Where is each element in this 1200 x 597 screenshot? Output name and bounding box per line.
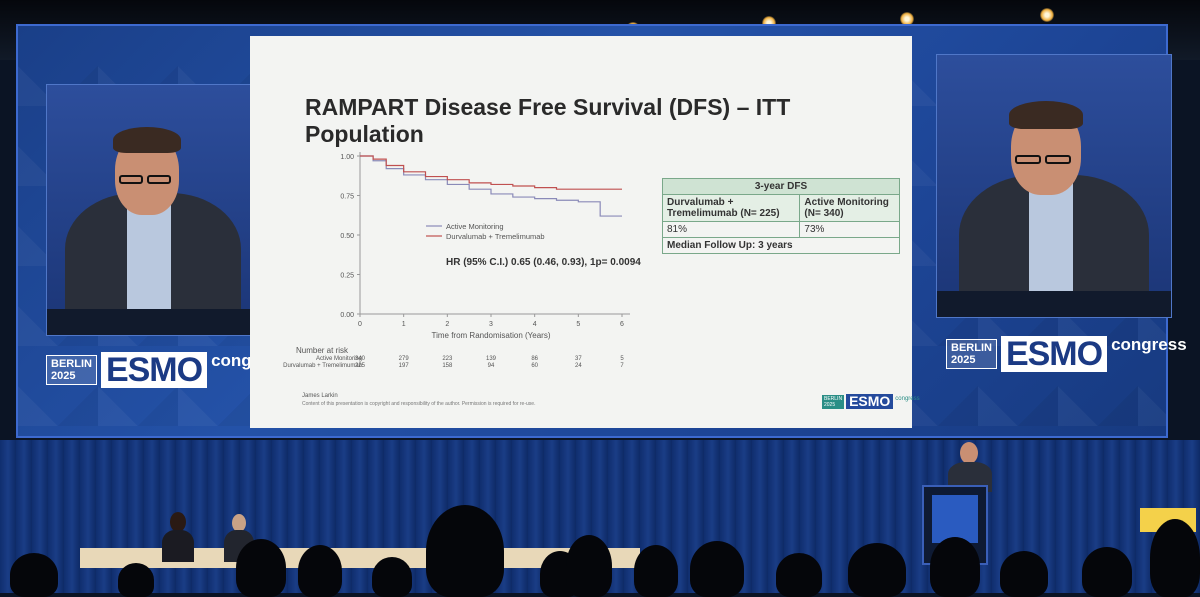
glasses: [1045, 155, 1071, 164]
lectern: [937, 291, 1171, 317]
y-tick-label: 0.00: [340, 312, 354, 319]
risk-table-title: Number at risk: [296, 346, 349, 355]
dfs-col-durvalumab: Durvalumab + Tremelimumab (N= 225): [661, 194, 801, 222]
risk-row-label: Active Monitoring: [315, 356, 362, 362]
risk-value: 279: [398, 356, 409, 362]
logo-city-year: BERLIN 2025: [946, 339, 997, 369]
audience-head: [848, 543, 906, 597]
lectern: [47, 309, 259, 335]
y-tick-label: 0.75: [340, 194, 354, 201]
logo-city-year: BERLIN 2025: [46, 355, 97, 385]
hazard-ratio: HR (95% C.I.) 0.65 (0.46, 0.93), 1p= 0.0…: [446, 257, 641, 268]
risk-value: 139: [485, 356, 496, 362]
y-tick-label: 0.25: [340, 273, 354, 280]
dfs-col-active: Active Monitoring (N= 340): [799, 194, 900, 222]
dfs-val-active: 73%: [799, 221, 900, 238]
dfs-val-durvalumab: 81%: [661, 221, 801, 238]
speaker-hair: [113, 127, 181, 153]
legend-label: Active Monitoring: [446, 222, 504, 231]
logo-brand: ESMO: [100, 352, 208, 388]
glasses: [1015, 155, 1041, 164]
audience-head: [1082, 547, 1132, 597]
risk-value: 24: [574, 363, 582, 369]
author-name: James Larkin: [302, 393, 338, 399]
speaker-camera-left: [46, 84, 260, 336]
audience-head: [372, 557, 412, 597]
glasses: [147, 175, 171, 184]
risk-value: 197: [398, 363, 409, 369]
audience-head: [566, 535, 612, 597]
x-tick-label: 3: [489, 321, 493, 328]
copyright-notice: Content of this presentation is copyrigh…: [302, 401, 536, 407]
speaker-shirt: [127, 203, 171, 311]
podium-screen: [932, 495, 978, 543]
glasses: [119, 175, 143, 184]
risk-value: 86: [531, 356, 538, 362]
audience-head: [298, 545, 342, 597]
slide-logo-suffix: congress: [895, 395, 920, 402]
panelist: [160, 512, 196, 562]
risk-value: 94: [487, 363, 495, 369]
y-tick-label: 1.00: [340, 154, 354, 161]
audience-head: [1000, 551, 1048, 597]
slide-logo-city-year: BERLIN 2025: [822, 394, 845, 409]
x-tick-label: 0: [358, 321, 362, 328]
dfs-table: 3-year DFS Durvalumab + Tremelimumab (N=…: [661, 178, 900, 254]
speaker-camera-right: [936, 54, 1172, 318]
slide-title: RAMPART Disease Free Survival (DFS) – IT…: [305, 94, 791, 147]
audience-head: [236, 539, 286, 597]
audience-head: [930, 537, 980, 597]
risk-value: 223: [442, 356, 453, 362]
x-axis-label: Time from Randomisation (Years): [431, 331, 550, 340]
speaker-shirt: [1029, 183, 1073, 295]
audience-head: [776, 553, 822, 597]
y-tick-label: 0.50: [340, 233, 354, 240]
km-curve-durvalumab: [360, 155, 622, 190]
audience-head: [1150, 519, 1200, 597]
logo-brand: ESMO: [1000, 336, 1108, 372]
x-tick-label: 2: [445, 321, 449, 328]
x-tick-label: 4: [533, 321, 537, 328]
audience-head: [690, 541, 744, 597]
audience-head: [118, 563, 154, 597]
esmo-logo-left: BERLIN 2025 ESMO congress: [46, 351, 287, 388]
x-tick-label: 6: [620, 321, 624, 328]
slide-logo-brand: ESMO: [846, 394, 894, 409]
risk-value: 60: [531, 363, 538, 369]
risk-value: 5: [620, 356, 624, 362]
logo-suffix: congress: [1111, 335, 1187, 354]
risk-value: 7: [620, 363, 624, 369]
audience-head: [634, 545, 678, 597]
legend-label: Durvalumab + Tremelimumab: [446, 232, 545, 241]
km-curve-active-monitoring: [360, 155, 622, 217]
x-tick-label: 1: [402, 321, 406, 328]
dfs-followup: Median Follow Up: 3 years: [662, 237, 900, 254]
slide-esmo-logo: BERLIN 2025 ESMO congress: [822, 394, 920, 409]
stage-light: [900, 12, 914, 26]
risk-value: 158: [442, 363, 453, 369]
dfs-table-header: 3-year DFS: [662, 178, 900, 195]
x-tick-label: 5: [576, 321, 580, 328]
audience: [0, 505, 1200, 597]
risk-value: 340: [354, 356, 365, 362]
risk-row-label: Durvalumab + Tremelimumab: [283, 363, 362, 369]
stage-light: [1040, 8, 1054, 22]
audience-head: [10, 553, 58, 597]
audience-head: [426, 505, 504, 597]
risk-value: 37: [574, 356, 582, 362]
esmo-logo-right: BERLIN 2025 ESMO congress: [946, 335, 1187, 372]
km-chart: 0.00 0.25 0.50 0.75 1.00 0 1 2 3 4 5 6 Time from Ran…: [340, 152, 630, 340]
risk-value: 225: [354, 363, 365, 369]
presentation-slide: RAMPART Disease Free Survival (DFS) – IT…: [250, 36, 920, 428]
speaker-hair: [1009, 101, 1083, 129]
